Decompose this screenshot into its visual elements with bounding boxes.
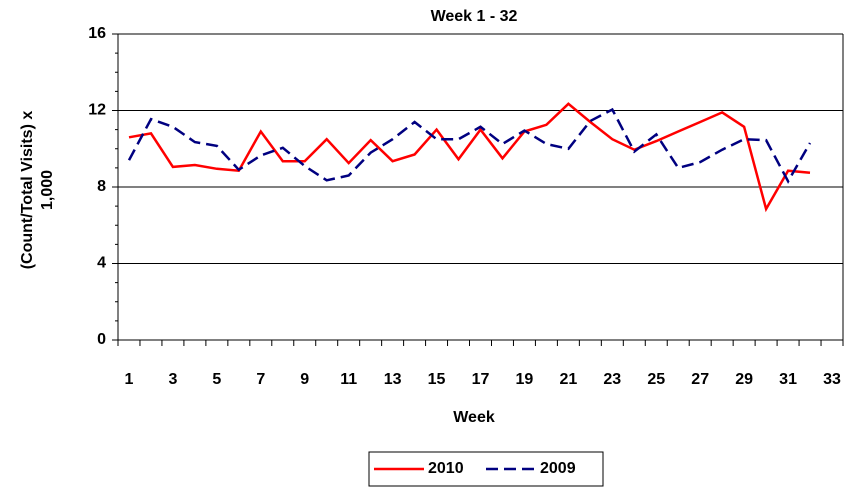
y-axis-label: (Count/Total Visits) x 1,000	[19, 111, 56, 270]
x-tick-label: 33	[823, 371, 841, 388]
x-tick-label: 29	[735, 371, 753, 388]
y-tick-label: 12	[88, 102, 106, 119]
chart-title: Week 1 - 32	[431, 8, 518, 25]
x-tick-label: 13	[384, 371, 402, 388]
x-tick-label: 9	[300, 371, 309, 388]
x-tick-label: 7	[256, 371, 265, 388]
legend-label: 2009	[540, 460, 576, 477]
x-tick-label: 5	[212, 371, 221, 388]
series-line	[128, 102, 811, 213]
x-tick-label: 3	[168, 371, 177, 388]
y-tick-label: 8	[97, 178, 106, 195]
x-tick-label: 11	[340, 371, 357, 388]
y-tick-label: 16	[88, 25, 106, 42]
series-line	[127, 107, 812, 184]
y-axis-label-line: (Count/Total Visits) x	[19, 111, 36, 270]
x-tick-label: 1	[125, 371, 134, 388]
x-tick-label: 19	[516, 371, 534, 388]
x-tick-label: 27	[691, 371, 709, 388]
x-tick-label: 15	[428, 371, 446, 388]
y-tick-label: 4	[97, 255, 106, 272]
legend-label: 2010	[428, 460, 464, 477]
x-tick-label: 17	[472, 371, 490, 388]
x-axis-label: Week	[453, 409, 495, 426]
y-tick-label: 0	[97, 331, 106, 348]
x-tick-label: 31	[779, 371, 797, 388]
x-tick-label: 23	[603, 371, 621, 388]
y-axis-label-line: 1,000	[39, 170, 56, 210]
x-tick-label: 21	[559, 371, 577, 388]
x-tick-label: 25	[647, 371, 665, 388]
